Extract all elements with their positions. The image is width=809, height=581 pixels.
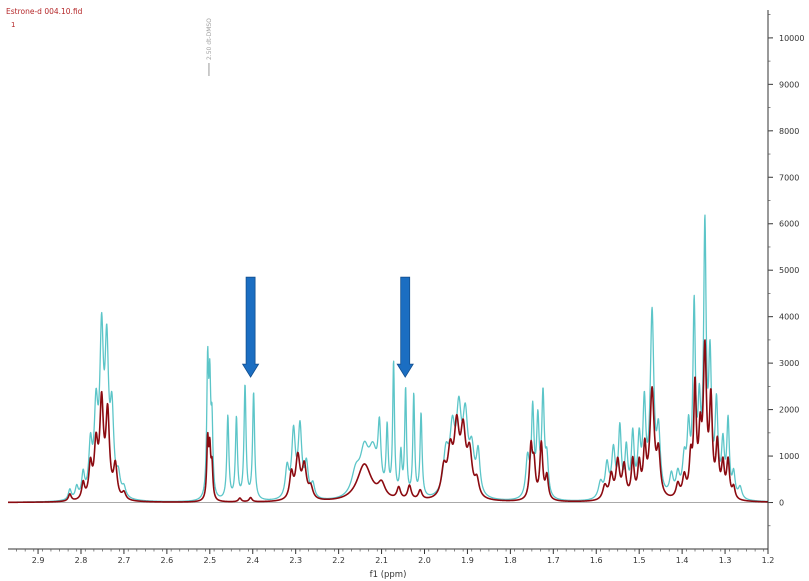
x-tick-label: 2.5 <box>203 556 216 565</box>
x-tick-label: 1.8 <box>504 556 517 565</box>
x-tick-label: 1.9 <box>461 556 474 565</box>
x-tick-label: 1.7 <box>547 556 560 565</box>
y-tick-label: 7000 <box>779 173 799 182</box>
y-tick-label: 1000 <box>779 452 799 461</box>
y-tick-label: 8000 <box>779 127 799 136</box>
peak-annotation-label: 2.50 dt-DMSO <box>206 18 213 60</box>
y-tick-label: 4000 <box>779 313 799 322</box>
y-tick-label: 9000 <box>779 80 799 89</box>
x-axis-title: f1 (ppm) <box>370 570 407 580</box>
axes-group <box>8 10 769 550</box>
x-tick-label: 2.4 <box>246 556 259 565</box>
y-tick-label: 3000 <box>779 359 799 368</box>
x-tick-label: 1.4 <box>676 556 689 565</box>
x-tick-label: 1.3 <box>719 556 732 565</box>
peak-annotation-group: 2.50 dt-DMSO <box>206 18 213 76</box>
spectrum-trace <box>7 339 769 504</box>
y-tick-label: 2000 <box>779 406 799 415</box>
y-tick-label: 0 <box>779 499 784 508</box>
x-tick-label: 2.6 <box>161 556 174 565</box>
x-tick-label: 1.5 <box>633 556 646 565</box>
x-tick-label: 1.6 <box>590 556 603 565</box>
x-tick-label: 2.9 <box>32 556 45 565</box>
x-tick-label: 2.2 <box>332 556 345 565</box>
down-arrow <box>241 276 260 378</box>
down-arrow <box>396 276 414 378</box>
spectrum-traces <box>7 214 769 504</box>
y-tick-label: 10000 <box>779 34 804 43</box>
x-tick-label: 1.2 <box>762 556 775 565</box>
y-axis-ticks: 0 1000 2000 3000 4000 5000 6000 7000 8000 9000 100… <box>768 14 804 527</box>
x-axis-ticks: 2.9 2.8 2.7 2.6 2.5 2.4 2.3 2.2 2.1 2.0 1.9 1.8 1.7 1… <box>16 549 775 565</box>
x-tick-label: 2.3 <box>289 556 302 565</box>
spectrum-trace <box>7 214 769 503</box>
file-title: Estrone-d 004.10.fid <box>6 7 83 16</box>
x-tick-label: 2.7 <box>118 556 131 565</box>
x-tick-label: 2.0 <box>418 556 431 565</box>
trace-index: 1 <box>11 21 16 29</box>
x-tick-label: 2.1 <box>375 556 388 565</box>
arrows-group <box>241 276 414 378</box>
y-tick-label: 5000 <box>779 266 799 275</box>
x-tick-label: 2.8 <box>75 556 88 565</box>
y-tick-label: 6000 <box>779 220 799 229</box>
